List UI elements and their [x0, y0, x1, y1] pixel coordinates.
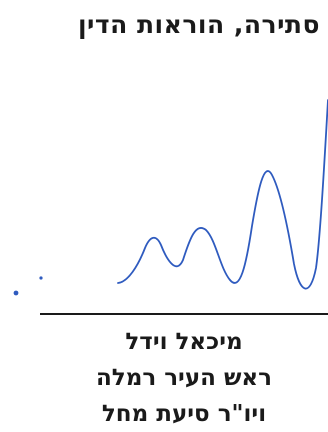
handwritten-signature — [13, 99, 328, 296]
signature-line — [40, 313, 328, 315]
document-heading: סתירה, הוראות הדין — [77, 10, 320, 39]
signature-stroke — [117, 99, 328, 290]
signatory-title: ויו"ר סיעת מחל — [101, 401, 267, 427]
signature-dot — [39, 276, 43, 280]
signatory-block: מיכאל וידל ראש העיר רמלה ויו"ר סיעת מחל — [40, 324, 328, 432]
signature-dot — [13, 290, 19, 296]
signatory-name: מיכאל וידל — [125, 329, 243, 355]
signatory-title: ראש העיר רמלה — [96, 365, 272, 391]
